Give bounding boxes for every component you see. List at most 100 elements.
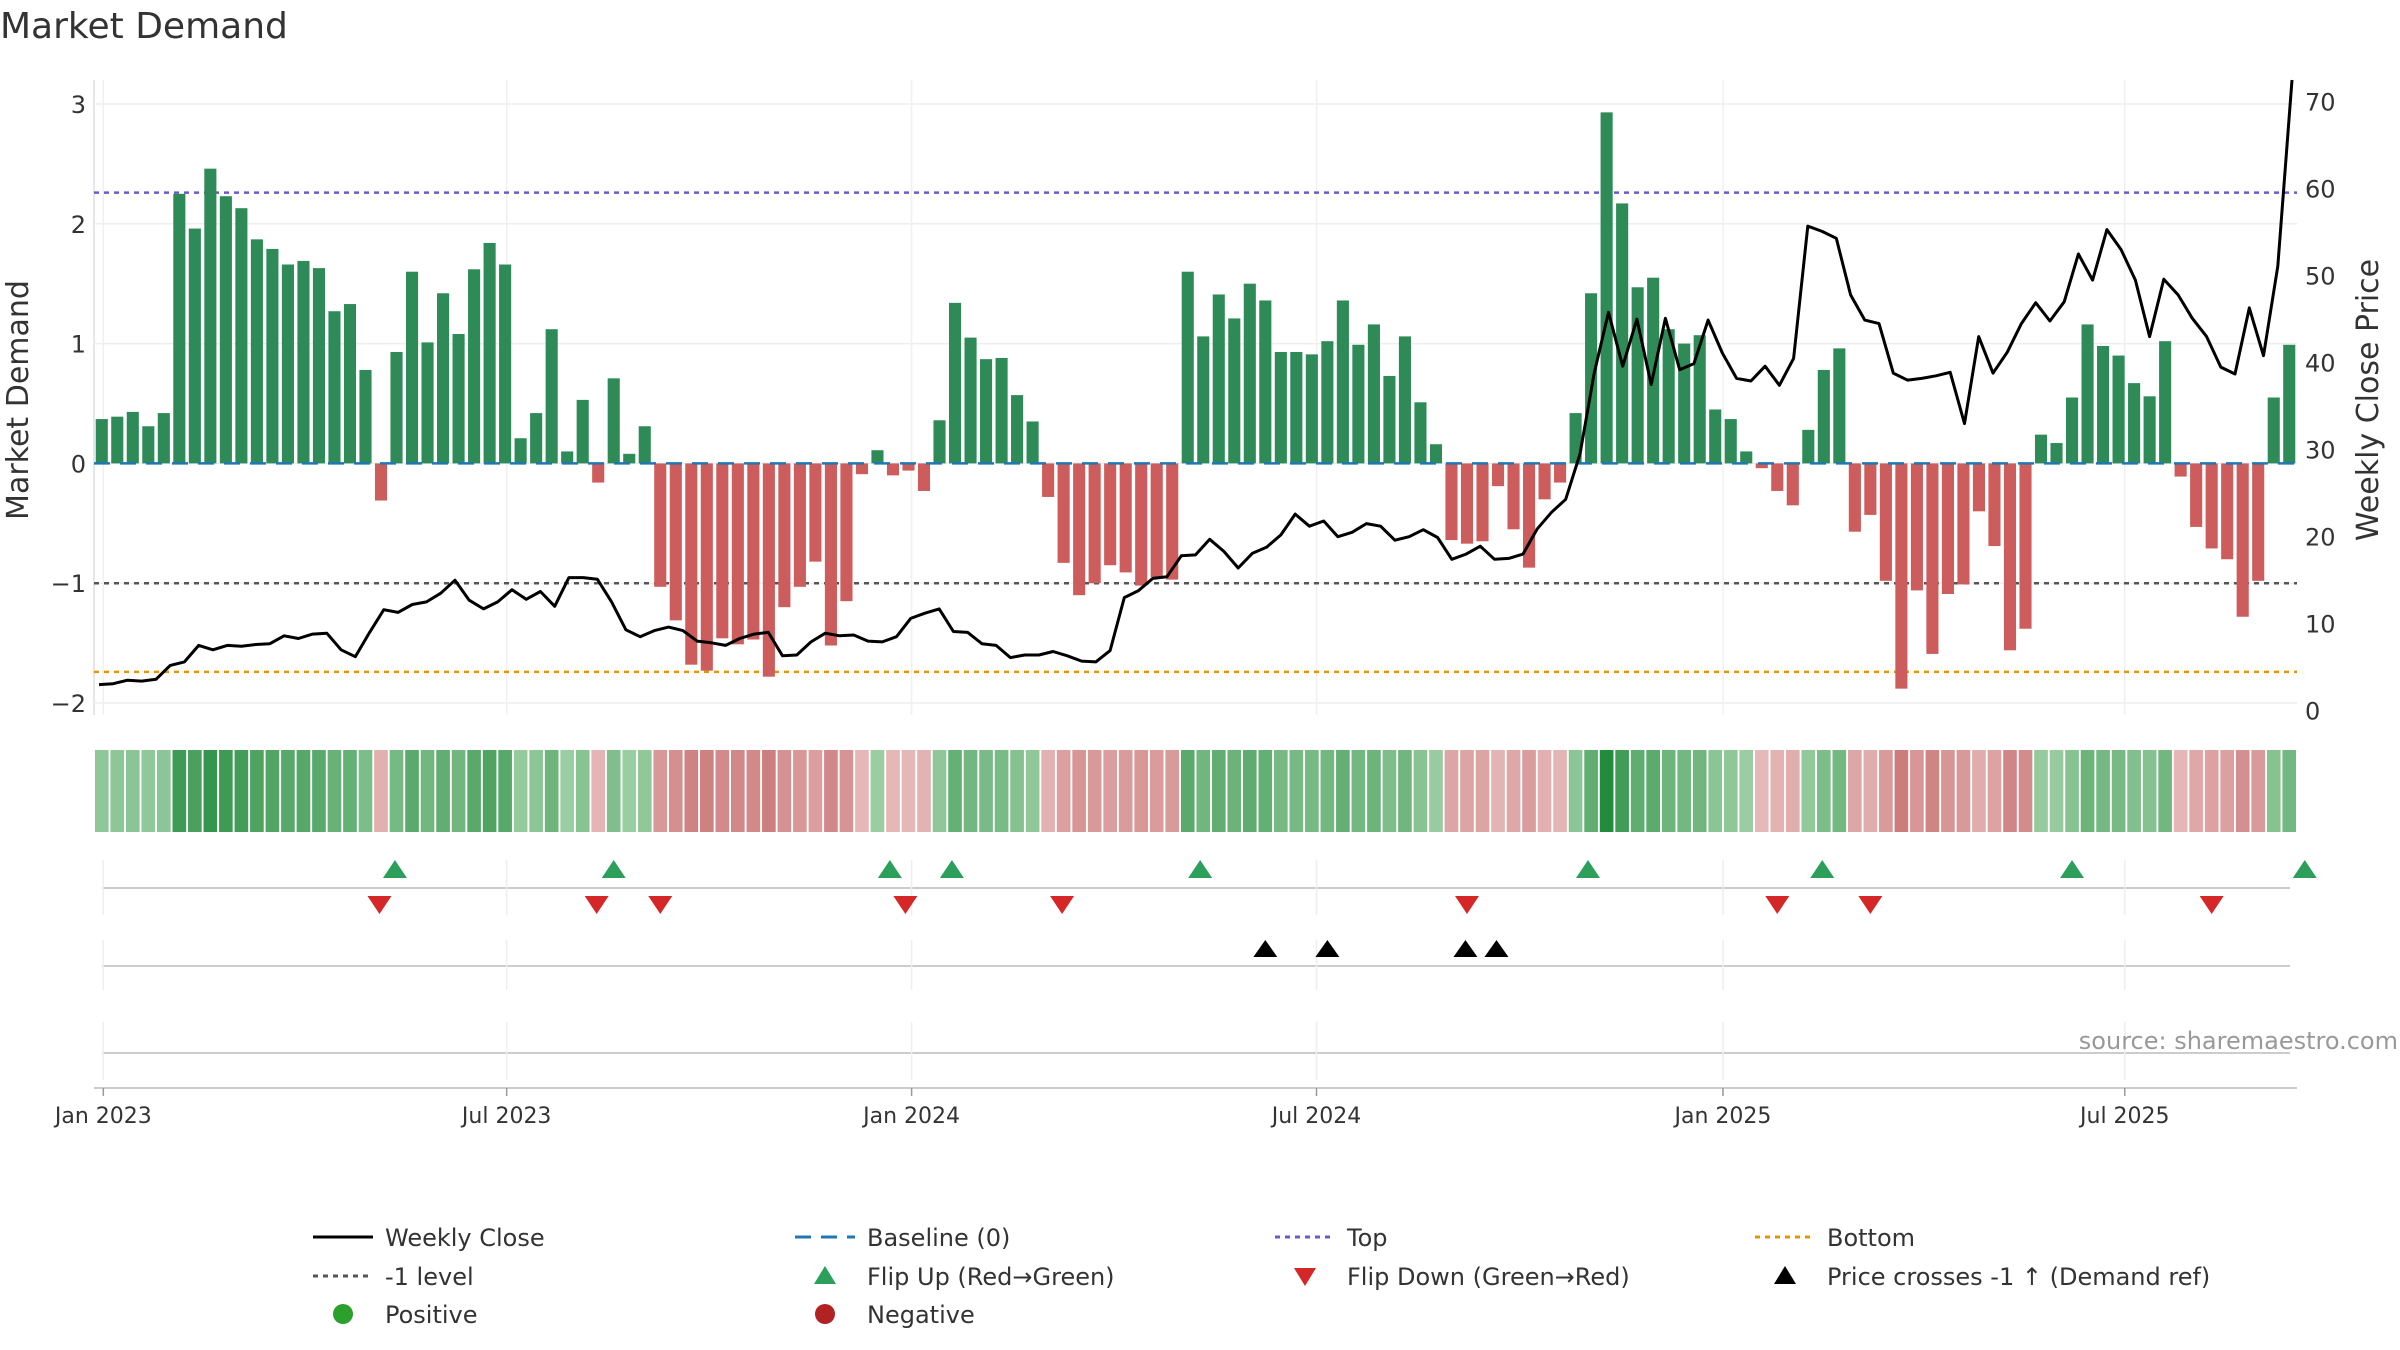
heat-cell (622, 750, 637, 832)
y-tick-label: 1 (71, 331, 86, 359)
y-tick-label: −2 (51, 690, 86, 718)
heat-cell (281, 750, 295, 832)
positive-demand-bar (2112, 355, 2125, 464)
heat-cell (1770, 750, 1785, 832)
heat-cell (420, 750, 435, 832)
weekly-close-line (98, 79, 2294, 687)
heat-cell (172, 750, 187, 832)
heat-cell (1584, 750, 1598, 832)
heat-cell (684, 750, 699, 832)
y2-tick-label: 0 (2305, 698, 2320, 726)
reference-levels (94, 191, 2297, 674)
heat-cell (1118, 750, 1133, 832)
negative-demand-bar (1150, 463, 1163, 578)
heat-cell (1568, 750, 1583, 832)
negative-demand-bar (654, 463, 667, 587)
flip-down-marker (367, 896, 392, 914)
heat-cell (855, 750, 869, 832)
heat-cell (1987, 750, 2002, 832)
negative-demand-bar (700, 463, 713, 671)
positive-demand-bar (607, 378, 620, 464)
positive-demand-bar (1336, 300, 1349, 464)
source-label: source: sharemaestro.com (2079, 1027, 2398, 1055)
heat-cell (1010, 750, 1024, 832)
heat-cell (250, 750, 264, 832)
positive-demand-bar (1833, 348, 1846, 464)
y-tick-label: 0 (71, 450, 86, 478)
x-tick-label: Jul 2024 (1270, 1104, 1362, 1129)
legend-weekly-close: Weekly Close (313, 1224, 545, 1252)
positive-demand-bar (638, 426, 651, 464)
legend-baseline: Baseline (0) (795, 1224, 1010, 1252)
negative-demand-bar (855, 463, 868, 475)
positive-demand-bar (2159, 341, 2172, 464)
heat-cell (1336, 750, 1350, 832)
negative-demand-bar (731, 463, 744, 645)
heat-cell (327, 750, 342, 832)
flip-down-marker (1050, 896, 1075, 914)
positive-demand-bar (2050, 443, 2063, 464)
heat-cell (1460, 750, 1474, 832)
positive-demand-bar (1197, 336, 1210, 464)
legend-minus-one-label: -1 level (385, 1263, 474, 1291)
positive-demand-bar (281, 264, 294, 464)
positive-demand-bar (1026, 421, 1039, 464)
legend-baseline-label: Baseline (0) (867, 1224, 1010, 1252)
positive-demand-bar (1321, 341, 1334, 464)
heat-cell (1879, 750, 1893, 832)
heat-cell (762, 750, 776, 832)
flip-down-marker (1765, 896, 1790, 914)
heat-cell (715, 750, 730, 832)
negative-demand-bar (1755, 463, 1768, 469)
legend: Weekly Close Baseline (0) Top Bottom -1 … (313, 1224, 2210, 1329)
flip-down-marker (584, 896, 609, 914)
negative-demand-bar (685, 463, 698, 665)
heat-cell (1661, 750, 1676, 832)
heat-cell (343, 750, 357, 832)
positive-demand-bar (1585, 293, 1598, 464)
negative-demand-bar (1042, 463, 1055, 497)
y-axis-right: 70 60 50 40 30 20 10 0 (2305, 89, 2336, 726)
negative-demand-bar (1786, 463, 1799, 506)
heat-cell (529, 750, 543, 832)
negative-demand-bar (1895, 463, 1908, 689)
heat-cell (2049, 750, 2064, 832)
x-axis: Jan 2023 Jul 2023 Jan 2024 Jul 2024 Jan 2025… (53, 1087, 2297, 1129)
negative-demand-bar (1119, 463, 1132, 573)
heat-cell (1615, 750, 1629, 832)
positive-demand-bar (328, 311, 341, 464)
heat-cell (219, 750, 233, 832)
negative-demand-bar (1491, 463, 1505, 487)
heat-cell (2142, 750, 2157, 832)
positive-demand-bar (933, 420, 946, 464)
negative-demand-bar (1848, 463, 1861, 532)
y-tick-label: 2 (71, 211, 86, 239)
negative-demand-bar (1460, 463, 1474, 544)
heat-cell (1165, 750, 1180, 832)
legend-bottom: Bottom (1755, 1224, 1915, 1252)
demand-bars (95, 112, 2296, 689)
negative-demand-bar (762, 463, 775, 677)
positive-demand-bar (1693, 335, 1706, 464)
price-cross-marker (1484, 940, 1509, 957)
heat-cell (467, 750, 481, 832)
heat-cell (2018, 750, 2033, 832)
price-cross-row (102, 940, 2290, 990)
negative-demand-bar (2190, 463, 2203, 527)
heat-cell (917, 750, 931, 832)
negative-demand-bar (1910, 463, 1923, 591)
legend-bottom-label: Bottom (1827, 1224, 1915, 1252)
positive-demand-bar (188, 228, 201, 464)
legend-flip-up-label: Flip Up (Red→Green) (867, 1263, 1115, 1291)
negative-demand-bar (1445, 463, 1458, 541)
x-tick-label: Jan 2023 (53, 1104, 152, 1129)
positive-demand-bar (1600, 112, 1613, 464)
heat-cell (1025, 750, 1040, 832)
positive-demand-bar (1429, 444, 1443, 464)
y-axis-left: 3 2 1 0 −1 −2 (51, 91, 86, 718)
negative-demand-bar (2236, 463, 2249, 617)
heat-cell (1646, 750, 1660, 832)
legend-flip-down-label: Flip Down (Green→Red) (1347, 1263, 1630, 1291)
positive-demand-bar (2143, 396, 2156, 464)
